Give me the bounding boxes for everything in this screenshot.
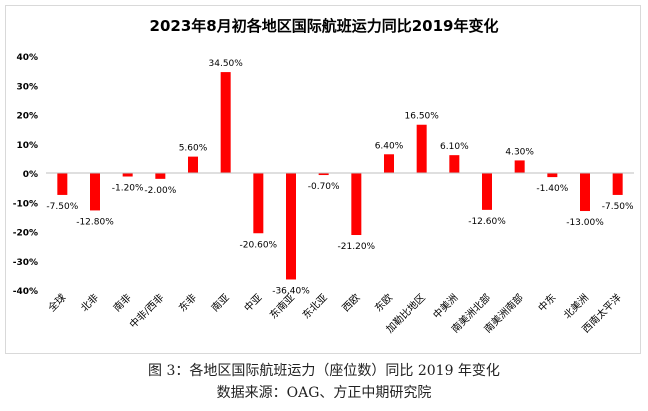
bar-4 — [155, 173, 166, 179]
y-tick-label: 0% — [23, 170, 38, 180]
bar-17 — [580, 173, 590, 212]
category-label-10: 西欧 — [340, 292, 363, 315]
bar-18 — [612, 173, 623, 195]
data-label-16: -1.40% — [536, 184, 568, 194]
bar-12 — [416, 124, 427, 173]
category-label-1: 全球 — [45, 291, 68, 314]
category-label-16: 中东 — [535, 291, 558, 314]
y-tick-label: 30% — [16, 82, 38, 92]
y-tick-label: -30% — [13, 258, 38, 268]
bar-2 — [90, 173, 100, 211]
data-label-12: 16.50% — [405, 112, 440, 122]
bar-5 — [188, 156, 198, 173]
source-caption: 数据来源：OAG、方正中期研究院 — [216, 385, 432, 401]
y-tick-label: -40% — [13, 287, 38, 297]
bar-8 — [286, 173, 296, 280]
bar-6 — [220, 72, 231, 173]
y-tick-label: -10% — [13, 199, 38, 209]
figure-caption: 图 3：各地区国际航班运力（座位数）同比 2019 年变化 — [148, 363, 500, 379]
data-label-6: 34.50% — [209, 59, 244, 69]
data-label-8: -36.40% — [272, 286, 310, 296]
bar-14 — [482, 173, 492, 210]
data-label-11: 6.40% — [375, 141, 404, 151]
data-label-18: -7.50% — [602, 202, 634, 212]
y-tick-label: 20% — [16, 112, 38, 122]
bars — [57, 72, 623, 280]
data-label-17: -13.00% — [566, 218, 604, 228]
data-label-5: 5.60% — [179, 144, 208, 154]
bar-1 — [57, 173, 68, 195]
data-label-9: -0.70% — [308, 182, 340, 192]
category-label-7: 中亚 — [241, 291, 264, 314]
data-label-15: 4.30% — [505, 147, 534, 157]
data-label-14: -12.60% — [468, 217, 506, 227]
category-label-2: 北非 — [78, 292, 101, 315]
value-labels: -7.50% -12.80% -1.20% -2.00% 5.60% 34.50% -20.… — [46, 59, 634, 296]
chart-frame: 2023年8月初各地区国际航班运力同比2019年变化 40% 30% 20% 10% 0… — [5, 5, 641, 354]
bar-15 — [514, 160, 525, 173]
data-label-7: -20.60% — [240, 240, 278, 250]
bar-9 — [318, 173, 329, 176]
category-label-17: 北美洲 — [561, 291, 591, 321]
y-tick-label: -20% — [13, 229, 38, 239]
y-tick-label: 10% — [16, 141, 38, 151]
bar-10 — [351, 173, 362, 236]
bar-chart: 2023年8月初各地区国际航班运力同比2019年变化 40% 30% 20% 10% 0… — [13, 17, 634, 336]
bar-3 — [122, 173, 133, 177]
data-label-10: -21.20% — [338, 242, 376, 252]
category-label-11: 东欧 — [372, 291, 395, 314]
bar-11 — [384, 154, 394, 173]
data-label-1: -7.50% — [46, 202, 78, 212]
data-label-2: -12.80% — [76, 217, 114, 227]
category-label-6: 南亚 — [208, 291, 231, 314]
y-axis-ticks: 40% 30% 20% 10% 0% -10% -20% -30% -40% — [13, 53, 38, 297]
category-label-13: 中美洲 — [430, 291, 460, 321]
data-label-13: 6.10% — [440, 142, 469, 152]
category-label-4: 中非/西非 — [127, 291, 167, 331]
category-label-5: 东非 — [176, 291, 199, 314]
data-label-4: -2.00% — [144, 186, 176, 196]
bar-16 — [547, 173, 558, 178]
data-label-3: -1.20% — [112, 184, 144, 194]
bar-7 — [253, 173, 264, 234]
category-label-3: 南非 — [110, 291, 133, 314]
y-tick-label: 40% — [16, 53, 38, 63]
bar-13 — [449, 155, 460, 173]
chart-title: 2023年8月初各地区国际航班运力同比2019年变化 — [150, 17, 499, 35]
